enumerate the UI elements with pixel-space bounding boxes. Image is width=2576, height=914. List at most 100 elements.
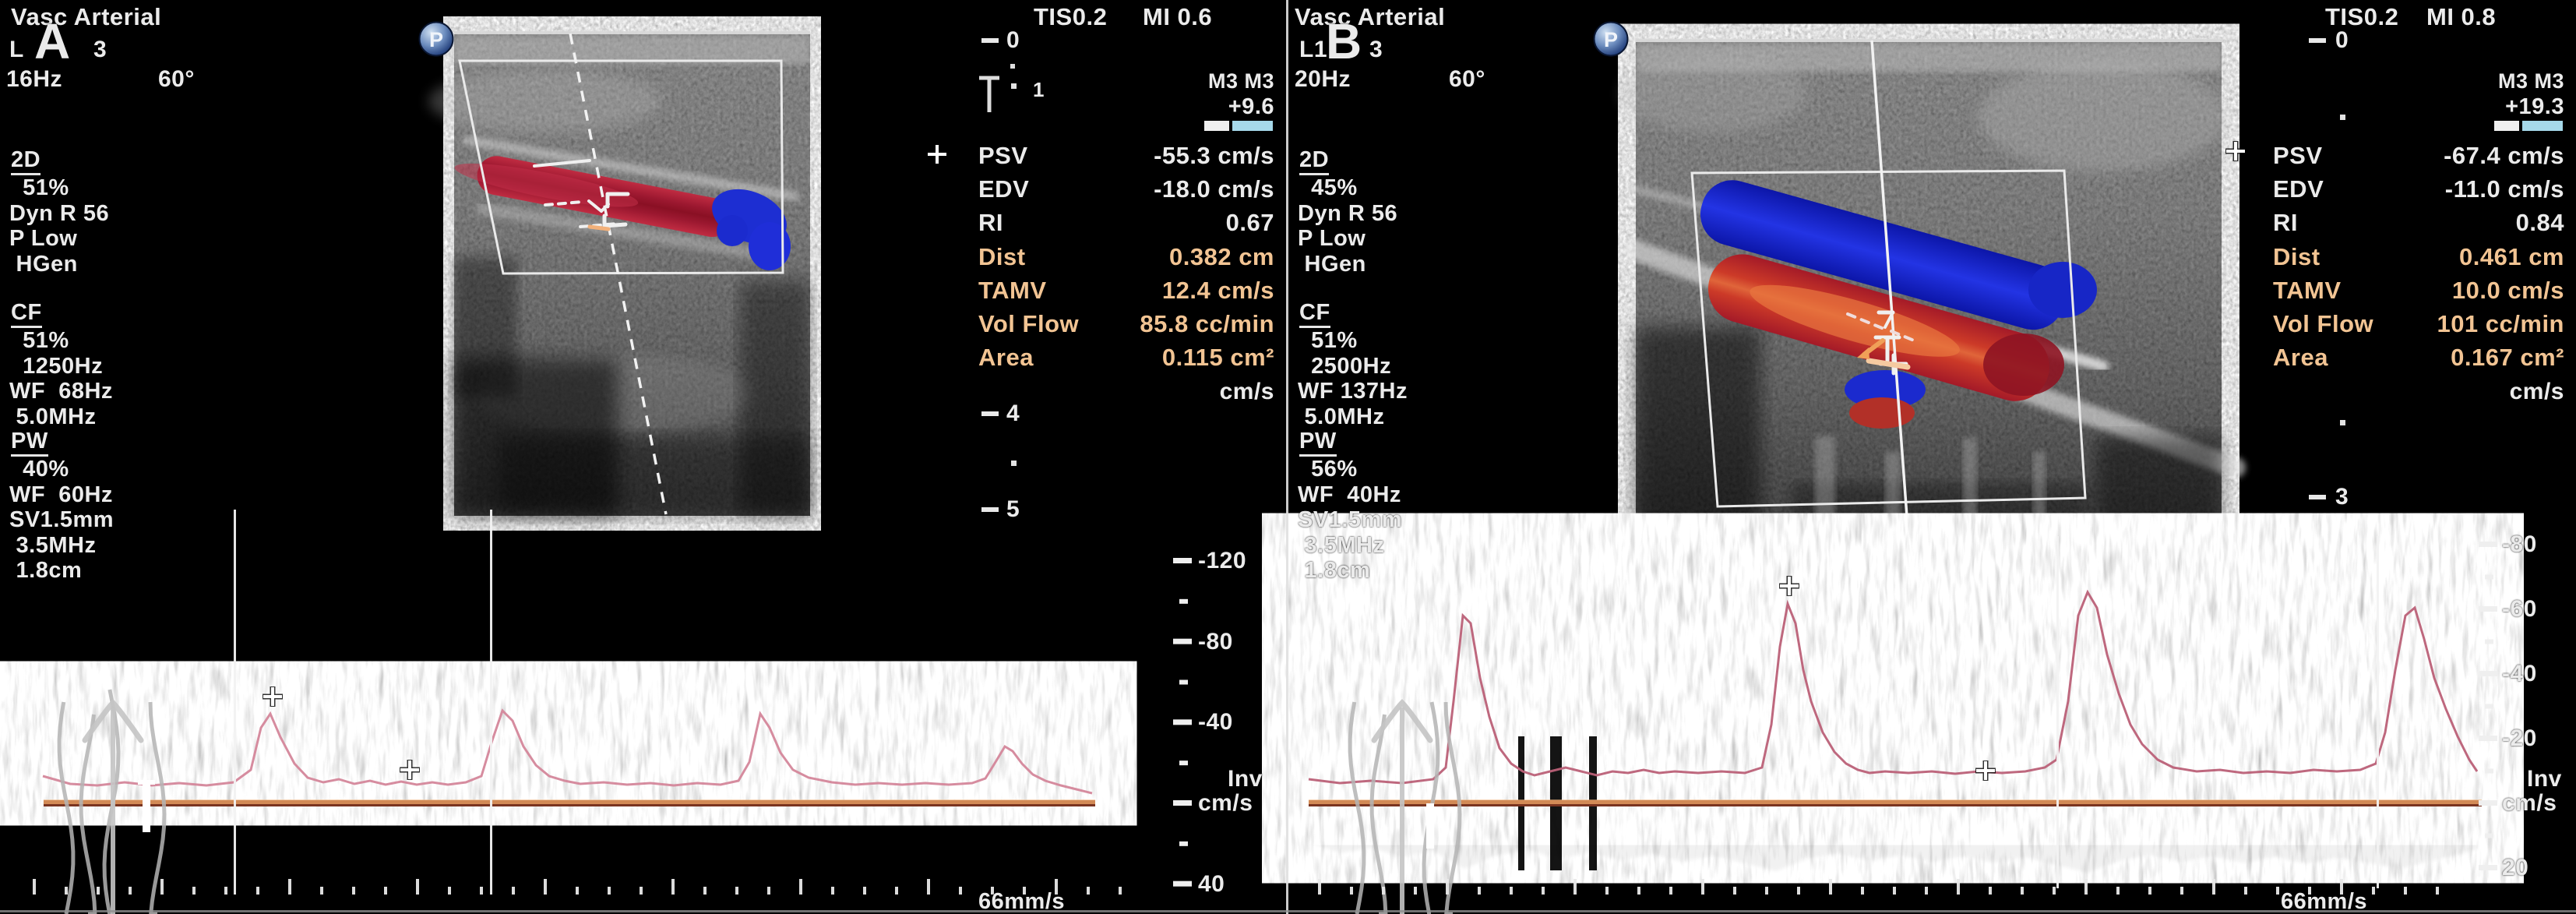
measurement-value: 0.167 cm² [2451,344,2564,372]
parameter-line: 3.5MHz [1298,532,1385,558]
time-ruler-tick [799,879,802,895]
probe-label-suffix: 3 [1369,37,1383,62]
time-ruler-tick [1765,887,1768,895]
time-ruler-tick [288,879,291,895]
artifact-wavy-line [1348,701,1366,914]
velocity-scale-label: 40 [1198,870,1225,897]
velocity-scale-label: -80 [2502,531,2537,557]
doppler-angle-label: 60° [1449,66,1485,92]
section-heading-2d: 2D [1299,148,1330,176]
measurement-value: 85.8 cc/min [1140,310,1274,337]
time-ruler-tick [352,887,355,895]
time-ruler-tick [1119,887,1122,895]
time-ruler-tick [160,879,164,895]
active-caliper-icon [2226,142,2245,161]
depth-label: 0 [2335,27,2349,53]
velocity-minor-tick [2485,768,2493,774]
aliasing-blue-blob [1845,370,1926,409]
time-ruler-tick [1446,879,1449,895]
parameter-line: WF 40Hz [1298,482,1401,507]
time-ruler-tick [65,887,68,895]
velocity-major-tick [2479,671,2497,676]
velocity-scale-label: -40 [2502,661,2537,686]
panel-letter-label: B [1326,13,1362,69]
measurement-label-ri: RI [978,209,1003,237]
time-ruler-tick [1797,887,1800,895]
color-doppler-roi-box [458,59,784,275]
time-ruler-tick [2276,887,2279,895]
parameter-line: P Low [9,226,78,251]
measurement-value: 10.0 cm/s [2451,276,2564,304]
time-ruler-tick [991,887,994,895]
depth-minor-dot [2340,115,2345,120]
time-ruler-tick [1055,879,1058,895]
measurement-label-edv: EDV [2273,175,2324,203]
color-doppler-roi-box [1690,169,2087,508]
velocity-minor-tick [2485,574,2493,580]
time-ruler-tick [1350,887,1353,895]
sweep-speed-label: 66mm/s [978,889,1066,914]
p-logo-letter: P [1604,28,1618,51]
time-ruler-tick [1925,887,1928,895]
velocity-major-tick [1173,800,1192,806]
measurement-label-tamv: TAMV [2273,276,2342,304]
tis-label: TIS0.2 [2325,3,2399,30]
active-caliper-icon [928,145,946,164]
measurement-value: 0.84 [2515,209,2564,237]
time-ruler-tick [2021,887,2024,895]
artifact-wavy-line [148,701,167,914]
color-gain-label: +19.3 [2505,94,2564,119]
measurement-value: -67.4 cm/s [2444,142,2564,169]
velocity-minor-tick [2485,704,2493,709]
measurement-label-vol-flow: Vol Flow [978,310,1080,337]
parameter-line: 5.0MHz [1298,404,1385,429]
measurement-value: 0.67 [1225,209,1274,237]
velocity-scale-label: -20 [2502,725,2537,751]
time-ruler-tick [735,887,738,895]
measurement-label-ri: RI [2273,209,2298,237]
velocity-major-tick [2479,865,2497,870]
measurement-value: -55.3 cm/s [1154,142,1274,169]
panel-divider [1286,0,1288,914]
sample-gate-mark [1890,330,1919,344]
measurement-label-edv: EDV [978,175,1030,203]
parameter-line: 2500Hz [1298,353,1392,379]
mi-label: MI 0.8 [2426,3,2497,30]
probe-label-prefix: L [9,37,24,62]
time-ruler-tick [2340,879,2343,895]
measurement-label-area: Area [978,344,1034,372]
gray-bar-segment [1204,121,1229,131]
time-ruler-tick [767,887,770,895]
measurement-cursor-icon [400,760,419,779]
time-ruler-tick [416,879,419,895]
doppler-angle-label: 60° [158,66,195,92]
time-ruler-tick [129,887,132,895]
velocity-scale-label: -120 [1198,547,1247,573]
sample-gate-mark [533,159,591,168]
time-ruler-tick [97,887,100,895]
sample-gate-mark [587,199,603,213]
time-ruler-tick [640,887,643,895]
time-ruler-tick [1478,887,1481,895]
invert-label: Inv [2527,766,2562,792]
color-bar-segment [2522,121,2563,131]
time-ruler-tick [2084,879,2088,895]
measurement-cursor-icon [263,687,282,706]
probe-label-suffix: 3 [93,37,107,62]
time-ruler-tick [512,887,515,895]
time-ruler-tick [895,887,898,895]
time-ruler-tick [1414,887,1417,895]
caliper-bar-marker [1426,803,1434,849]
cycle-marker-line [234,510,236,895]
exam-preset-title: Vasc Arterial [11,3,162,30]
parameter-line: 3.5MHz [9,532,97,558]
frame-rate-label: 20Hz [1295,66,1351,92]
mean-velocity-trace [42,708,1093,795]
parameter-line: 51% [9,328,69,353]
time-ruler-tick [2372,887,2375,895]
angle-correct-arrow [1857,348,1869,359]
caliper-t-marker [979,76,999,112]
depth-label: 0 [1006,27,1020,53]
color-bar-segment [1232,121,1273,131]
